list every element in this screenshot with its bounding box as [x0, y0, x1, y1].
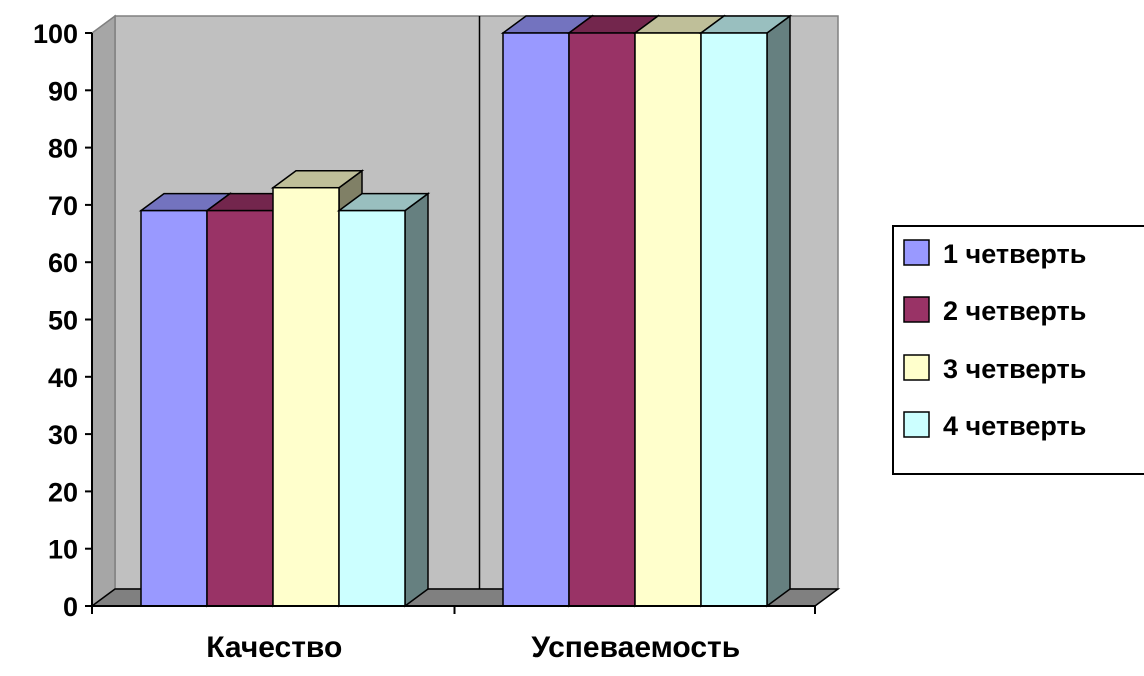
y-tick-label: 70: [48, 191, 78, 221]
x-axis: Качество Успеваемость: [91, 605, 816, 664]
bar-front: [140, 209, 208, 607]
legend-item: 1 четверть: [903, 239, 1086, 269]
y-tick-label: 0: [63, 592, 78, 622]
legend-swatch: [903, 296, 930, 323]
bar-front: [502, 32, 570, 607]
legend-item: 3 четверть: [903, 354, 1086, 384]
bar: [698, 14, 793, 608]
y-tick-label: 10: [48, 535, 78, 565]
bar-front: [272, 186, 340, 607]
x-category-label: Успеваемость: [531, 631, 740, 664]
bar-side: [404, 192, 429, 608]
legend: 1 четверть 2 четверть 3 четверть 4 четверть: [892, 225, 1144, 475]
legend-swatch: [903, 411, 930, 438]
bar-front: [634, 32, 702, 607]
y-tick-label: 80: [48, 134, 78, 164]
y-tick-label: 20: [48, 477, 78, 507]
legend-label: 4 четверть: [943, 411, 1086, 441]
y-tick-label: 90: [48, 76, 78, 106]
x-category-label: Качество: [206, 631, 342, 664]
y-tick-label: 40: [48, 363, 78, 393]
bar: [336, 192, 431, 608]
bars: [138, 14, 793, 608]
y-tick-label: 30: [48, 420, 78, 450]
y-axis: 0 10 20 30 40 50 60 70 80 90 100: [33, 19, 93, 622]
side-wall: [91, 14, 116, 608]
y-tick-label: 100: [33, 19, 78, 49]
legend-label: 2 четверть: [943, 296, 1086, 326]
legend-item: 4 четверть: [903, 411, 1086, 441]
legend-item: 2 четверть: [903, 296, 1086, 326]
y-tick-label: 50: [48, 306, 78, 336]
legend-label: 1 четверть: [943, 239, 1086, 269]
bar-front: [206, 209, 274, 607]
bar-front: [338, 209, 406, 607]
legend-swatch: [903, 354, 930, 381]
legend-swatch: [903, 239, 930, 266]
bar-front: [568, 32, 636, 607]
bar-front: [700, 32, 768, 607]
legend-box: [892, 225, 1144, 475]
y-tick-label: 60: [48, 248, 78, 278]
bar-side: [766, 14, 791, 608]
legend-label: 3 четверть: [943, 354, 1086, 384]
